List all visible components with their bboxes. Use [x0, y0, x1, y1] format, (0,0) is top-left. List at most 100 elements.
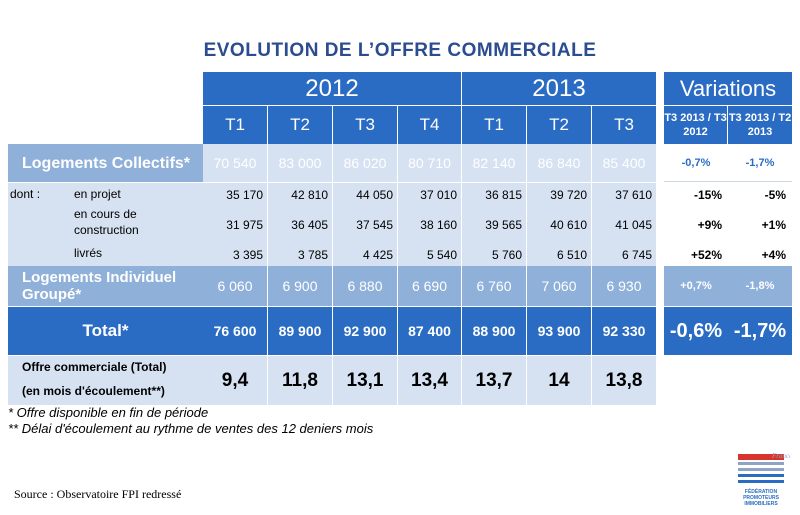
individuel-variation: +0,7%	[680, 280, 712, 292]
fpi-logo-graphic: France FÉDÉRATION PROMOTEURS IMMOBILIERS	[738, 452, 792, 507]
total-variation: -1,7%	[733, 319, 787, 342]
offre-value: 14	[548, 369, 570, 391]
page-title: EVOLUTION DE L’OFFRE COMMERCIALE	[203, 40, 597, 61]
svg-text:IMMOBILIERS: IMMOBILIERS	[744, 501, 778, 507]
column-separator	[332, 106, 333, 405]
total-value: 92 900	[343, 323, 387, 339]
construction-value: 40 610	[550, 218, 587, 232]
livres-value: 5 760	[491, 247, 522, 262]
projet-value: 44 050	[356, 187, 393, 202]
individuel-var-bg	[664, 266, 792, 306]
individuel-value: 6 760	[476, 278, 512, 294]
individuel-values-bg	[203, 266, 656, 306]
total-value: 93 900	[537, 323, 581, 339]
individuel-value: 6 690	[411, 278, 448, 294]
livres-value: 3 785	[297, 247, 328, 262]
collectifs-value: 86 840	[537, 155, 581, 171]
total-value: 88 900	[472, 323, 516, 339]
construction-value: 36 405	[291, 218, 328, 232]
footnote-2: ** Délai d'écoulement au rythme de vente…	[8, 421, 374, 436]
collectifs-value: 82 140	[472, 155, 516, 171]
livres-variation: +4%	[761, 247, 786, 262]
offre-value: 9,4	[221, 369, 249, 391]
offre-value: 13,4	[411, 369, 448, 391]
total-value: 76 600	[213, 323, 257, 339]
total-value: 87 400	[408, 323, 451, 339]
collectifs-value: 70 540	[213, 155, 257, 171]
construction-value: 38 160	[420, 218, 457, 232]
projet-value: 37 010	[420, 187, 457, 202]
individuel-variation: -1,8%	[745, 280, 775, 292]
variation-header-yoy: T3 2013 / T3 2012	[664, 106, 728, 144]
year-header-2013: 2013	[462, 72, 656, 105]
offre-value: 13,7	[475, 369, 513, 391]
individuel-value: 6 880	[347, 278, 383, 294]
svg-text:PROMOTEURS: PROMOTEURS	[743, 495, 780, 501]
quarter-header: T2	[527, 106, 591, 144]
collectifs-variation: -1,7%	[745, 157, 775, 169]
individuel-value: 6 900	[282, 278, 318, 294]
individuel-label-bg	[8, 266, 203, 306]
construction-label: en cours de construction	[74, 207, 139, 237]
projet-value: 36 815	[485, 187, 522, 202]
column-separator	[526, 106, 527, 405]
column-separator	[591, 106, 592, 405]
projet-variation: -15%	[693, 187, 722, 202]
collectifs-value: 85 400	[602, 155, 646, 171]
offre-label-2: (en mois d'écoulement**)	[22, 384, 165, 398]
livres-value: 6 510	[556, 247, 587, 262]
projet-value: 35 170	[226, 187, 263, 202]
collectifs-label-bg	[8, 144, 203, 182]
svg-text:FÉDÉRATION: FÉDÉRATION	[745, 487, 778, 495]
construction-variation: +9%	[697, 218, 722, 232]
projet-label: en projet	[74, 187, 121, 201]
collectifs-label: Logements Collectifs*	[22, 154, 191, 172]
quarter-header: T1	[203, 106, 267, 144]
column-separator	[267, 106, 268, 405]
construction-value: 41 045	[615, 218, 652, 232]
variation-header-qoq: T3 2013 / T2 2013	[728, 106, 792, 144]
livres-value: 5 540	[426, 247, 457, 262]
construction-value: 31 975	[226, 218, 263, 232]
livres-value: 6 745	[621, 247, 652, 262]
footnote-1: * Offre disponible en fin de période	[8, 405, 209, 420]
individuel-value: 6 060	[217, 278, 253, 294]
source-note: Source : Observatoire FPI redressé	[14, 487, 182, 501]
dont-label: dont :	[10, 187, 41, 201]
quarter-header: T2	[268, 106, 332, 144]
offre-value: 13,1	[346, 369, 384, 391]
construction-variation: +1%	[761, 218, 786, 232]
collectifs-var-bg	[664, 144, 792, 182]
livres-value: 3 395	[232, 247, 263, 262]
variations-header: Variations	[664, 72, 792, 105]
projet-value: 39 720	[550, 187, 587, 202]
logo-script-text: France	[771, 452, 790, 460]
total-var-bg	[664, 307, 792, 355]
projet-value: 37 610	[615, 187, 652, 202]
quarter-header: T1	[462, 106, 526, 144]
offre-label-1: Offre commerciale (Total)	[22, 360, 167, 374]
projet-variation: -5%	[764, 187, 786, 202]
livres-value: 4 425	[362, 247, 393, 262]
livres-variation: +52%	[690, 247, 722, 262]
total-variation: -0,6%	[669, 319, 723, 342]
livres-label: livrés	[74, 246, 103, 260]
collectifs-value: 86 020	[343, 155, 387, 171]
offre-value: 11,8	[282, 369, 318, 391]
quarter-header: T3	[592, 106, 656, 144]
collectifs-variation: -0,7%	[681, 157, 711, 169]
fpi-logo: France FÉDÉRATION PROMOTEURS IMMOBILIERS	[732, 446, 792, 510]
quarter-header: T4	[398, 106, 461, 144]
individuel-value: 6 930	[606, 278, 642, 294]
construction-value: 37 545	[356, 218, 393, 232]
total-label: Total*	[8, 307, 203, 355]
projet-value: 42 810	[291, 187, 328, 202]
dont-var-bg	[664, 183, 792, 266]
construction-value: 39 565	[485, 218, 522, 232]
individuel-value: 7 060	[541, 278, 577, 294]
offre-value: 13,8	[605, 369, 643, 391]
quarter-header: T3	[333, 106, 397, 144]
total-value: 92 330	[602, 323, 646, 339]
collectifs-value: 80 710	[408, 155, 451, 171]
column-separator	[461, 72, 462, 405]
